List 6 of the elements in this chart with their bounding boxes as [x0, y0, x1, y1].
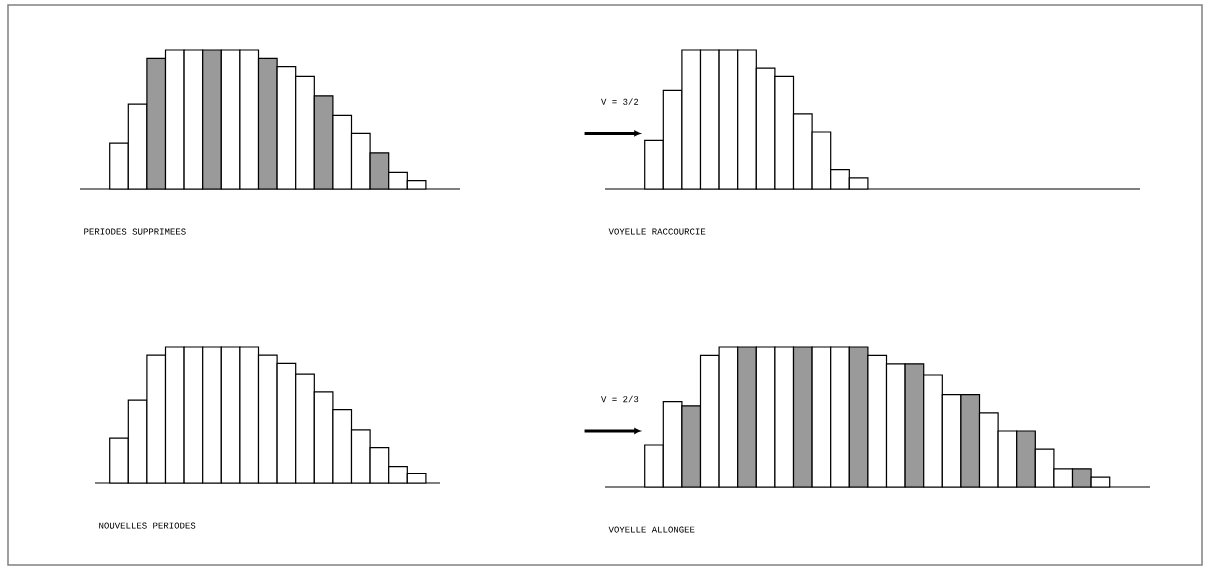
text: VOYELLE ALLONGEE [608, 526, 695, 533]
text: V = 3/2 [601, 98, 639, 105]
text: NOUVELLES PERIODES [99, 522, 196, 529]
text: VOYELLE RACCOURCIE [608, 228, 706, 235]
text: V = 2/3 [601, 395, 639, 403]
text: PERIODES SUPPRIMEES [84, 228, 186, 235]
